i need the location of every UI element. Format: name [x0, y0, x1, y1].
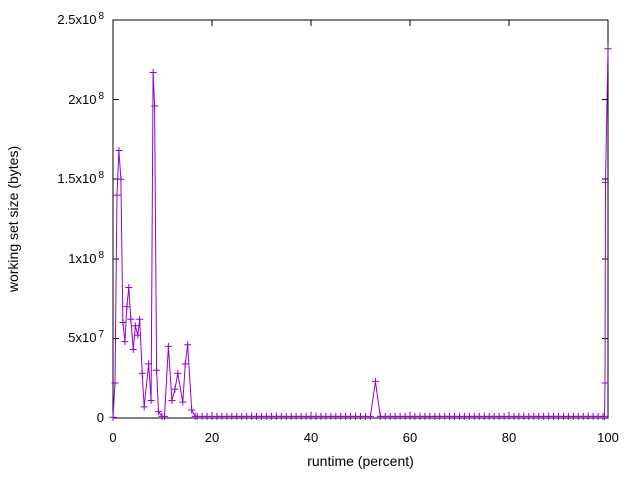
- data-line: [112, 48, 609, 418]
- y-tick-label: 1.5x10 8: [57, 170, 104, 187]
- exponent: 7: [98, 329, 104, 341]
- x-tick-label: 20: [204, 430, 220, 445]
- y-tick-label: 1x10 8: [68, 249, 104, 266]
- x-tick-label: 0: [109, 430, 117, 445]
- data-markers: [109, 45, 612, 421]
- x-tick-label: 80: [501, 430, 517, 445]
- y-axis-title: working set size (bytes): [5, 145, 21, 293]
- exponent: 8: [98, 90, 104, 102]
- axis-ticks: [112, 19, 609, 419]
- exponent: 8: [98, 249, 104, 261]
- y-tick-label: 0: [96, 410, 104, 425]
- exponent: 8: [98, 11, 104, 22]
- plot-border: [112, 19, 609, 419]
- y-tick-label: 2.5x10 8: [57, 11, 104, 27]
- x-tick-label: 60: [402, 430, 418, 445]
- y-tick-label: 2x10 8: [68, 90, 104, 107]
- x-tick-label: 100: [597, 430, 619, 445]
- x-tick-label: 40: [303, 430, 319, 445]
- x-axis-title: runtime (percent): [307, 453, 414, 469]
- y-tick-label: 5x10 7: [68, 329, 104, 346]
- exponent: 8: [98, 170, 104, 182]
